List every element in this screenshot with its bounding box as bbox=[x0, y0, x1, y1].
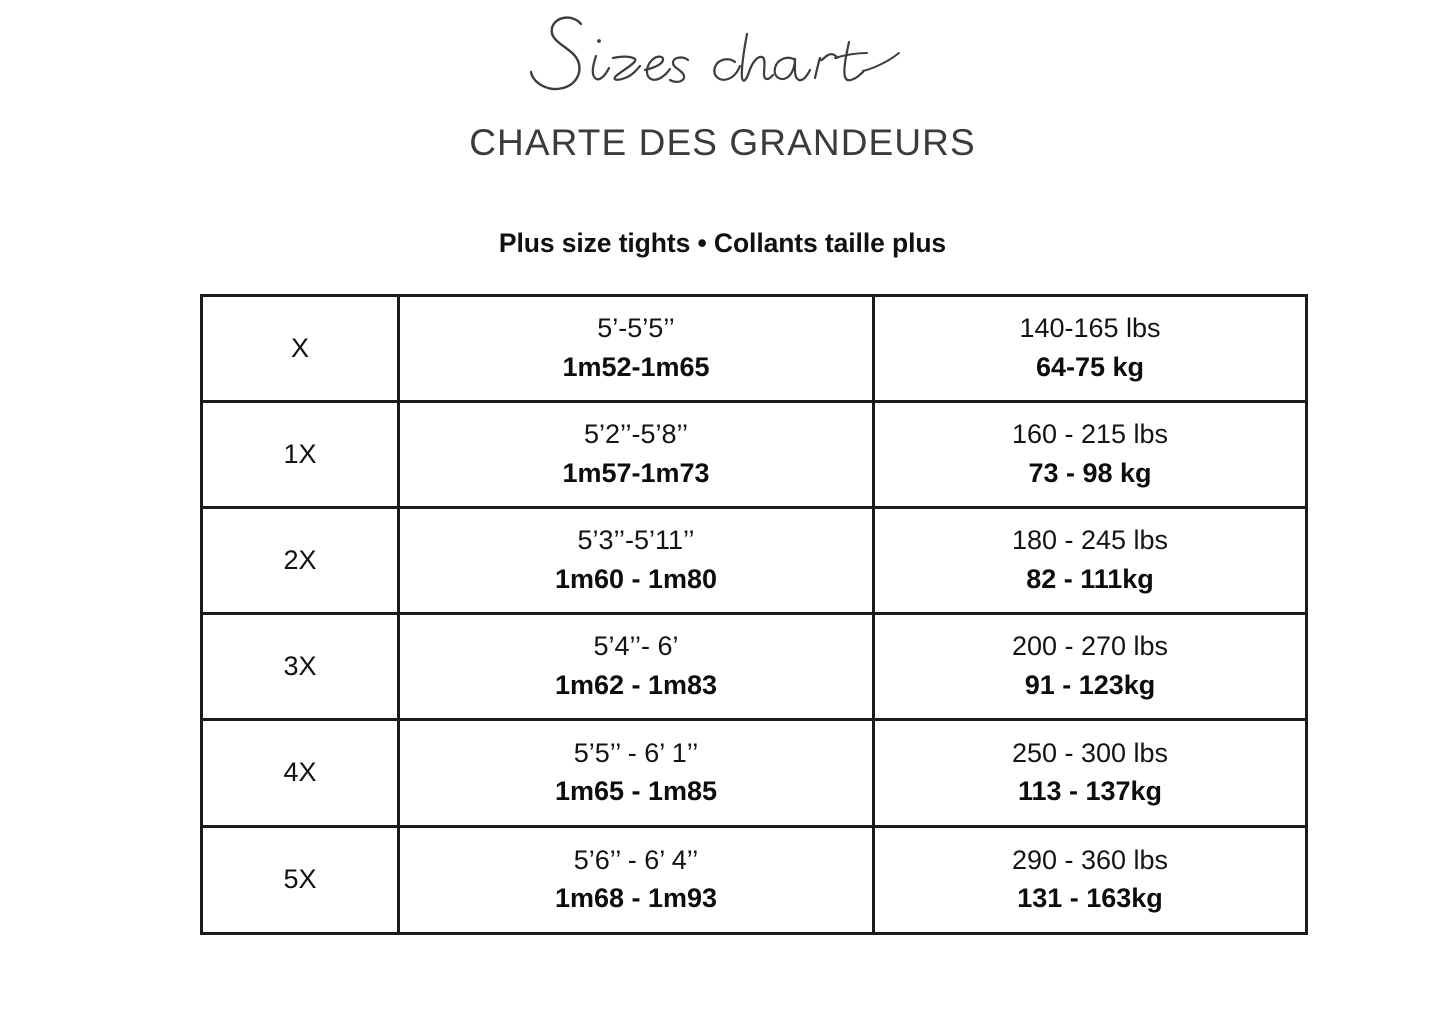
height-metric: 1m52-1m65 bbox=[562, 351, 710, 382]
weight-metric: 131 - 163kg bbox=[1017, 883, 1163, 913]
table-row: X 5’-5’5’’ 1m52-1m65 140-165 lbs 64-75 k… bbox=[200, 294, 1308, 403]
height-cell: 5’6’’ - 6’ 4’’ 1m68 - 1m93 bbox=[397, 825, 875, 935]
height-imperial: 5’5’’ - 6’ 1’’ bbox=[573, 737, 699, 768]
height-cell: 5’-5’5’’ 1m52-1m65 bbox=[397, 294, 875, 403]
weight-metric: 64-75 kg bbox=[1035, 351, 1145, 382]
table-row: 1X 5’2’’-5’8’’ 1m57-1m73 160 - 215 lbs 7… bbox=[200, 400, 1308, 509]
weight-imperial: 160 - 215 lbs bbox=[1011, 419, 1169, 450]
sizes-table: X 5’-5’5’’ 1m52-1m65 140-165 lbs 64-75 k… bbox=[200, 294, 1308, 935]
subtitle: CHARTE DES GRANDEURS bbox=[469, 122, 976, 163]
weight-imperial: 140-165 lbs bbox=[1019, 313, 1161, 344]
table-row: 5X 5’6’’ - 6’ 4’’ 1m68 - 1m93 290 - 360 … bbox=[200, 825, 1308, 935]
weight-cell: 290 - 360 lbs 131 - 163kg bbox=[872, 825, 1308, 935]
weight-cell: 180 - 245 lbs 82 - 111kg bbox=[872, 506, 1308, 615]
weight-metric: 82 - 111kg bbox=[1026, 563, 1154, 594]
weight-metric: 113 - 137kg bbox=[1017, 776, 1163, 806]
height-cell: 5’3’’-5’11’’ 1m60 - 1m80 bbox=[397, 506, 875, 615]
size-cell: 2X bbox=[200, 506, 400, 615]
height-imperial: 5’6’’ - 6’ 4’’ bbox=[573, 844, 699, 875]
size-cell: X bbox=[200, 294, 400, 403]
height-imperial: 5’4’’- 6’ bbox=[593, 631, 679, 662]
weight-metric: 73 - 98 kg bbox=[1028, 457, 1152, 488]
size-cell: 5X bbox=[200, 825, 400, 935]
weight-imperial: 290 - 360 lbs bbox=[1011, 844, 1169, 875]
height-cell: 5’4’’- 6’ 1m62 - 1m83 bbox=[397, 612, 875, 721]
size-cell: 3X bbox=[200, 612, 400, 721]
section-label: Plus size tights • Collants taille plus bbox=[498, 228, 947, 258]
height-metric: 1m62 - 1m83 bbox=[554, 669, 718, 700]
table-row: 4X 5’5’’ - 6’ 1’’ 1m65 - 1m85 250 - 300 … bbox=[200, 718, 1308, 828]
weight-metric: 91 - 123kg bbox=[1024, 669, 1156, 700]
weight-cell: 160 - 215 lbs 73 - 98 kg bbox=[872, 400, 1308, 509]
weight-cell: 140-165 lbs 64-75 kg bbox=[872, 294, 1308, 403]
height-imperial: 5’3’’-5’11’’ bbox=[577, 525, 695, 556]
height-imperial: 5’-5’5’’ bbox=[597, 313, 675, 344]
height-metric: 1m68 - 1m93 bbox=[554, 883, 718, 913]
height-cell: 5’5’’ - 6’ 1’’ 1m65 - 1m85 bbox=[397, 718, 875, 828]
height-imperial: 5’2’’-5’8’’ bbox=[583, 419, 689, 450]
height-metric: 1m57-1m73 bbox=[562, 457, 710, 488]
weight-cell: 200 - 270 lbs 91 - 123kg bbox=[872, 612, 1308, 721]
weight-imperial: 200 - 270 lbs bbox=[1011, 631, 1169, 662]
size-cell: 1X bbox=[200, 400, 400, 509]
weight-imperial: 180 - 245 lbs bbox=[1011, 525, 1169, 556]
height-metric: 1m65 - 1m85 bbox=[554, 776, 718, 806]
sizes-table-body: X 5’-5’5’’ 1m52-1m65 140-165 lbs 64-75 k… bbox=[200, 294, 1308, 935]
size-cell: 4X bbox=[200, 718, 400, 828]
table-row: 3X 5’4’’- 6’ 1m62 - 1m83 200 - 270 lbs 9… bbox=[200, 612, 1308, 721]
height-metric: 1m60 - 1m80 bbox=[554, 563, 718, 594]
table-row: 2X 5’3’’-5’11’’ 1m60 - 1m80 180 - 245 lb… bbox=[200, 506, 1308, 615]
weight-cell: 250 - 300 lbs 113 - 137kg bbox=[872, 718, 1308, 828]
height-cell: 5’2’’-5’8’’ 1m57-1m73 bbox=[397, 400, 875, 509]
script-title-glyphs bbox=[529, 16, 900, 91]
script-title: Sizes chart bbox=[0, 8, 1445, 118]
weight-imperial: 250 - 300 lbs bbox=[1011, 737, 1169, 768]
